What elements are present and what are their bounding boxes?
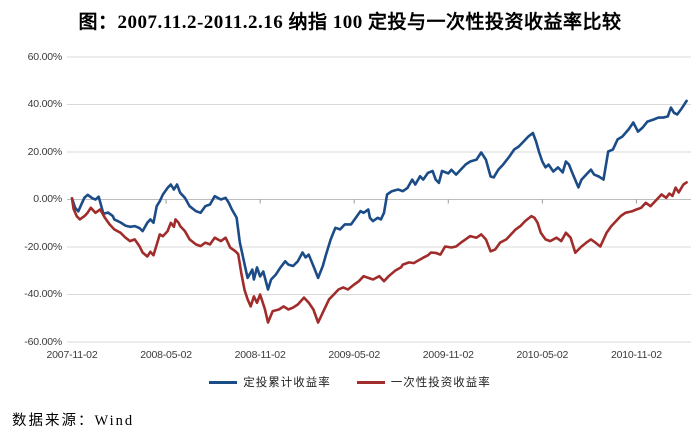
series-line-lumpsum <box>70 181 688 324</box>
y-tick-label: -40.00% <box>24 288 62 300</box>
x-tick-label: 2009-05-02 <box>328 349 381 361</box>
red-line-swatch-icon <box>356 380 385 384</box>
blue-line-swatch-icon <box>209 380 238 384</box>
legend-label-dca: 定投累计收益率 <box>243 377 331 389</box>
x-tick-label: 2010-05-02 <box>516 349 569 361</box>
y-tick-label: -60.00% <box>24 335 62 348</box>
y-tick-label: -20.00% <box>24 240 62 253</box>
y-tick-label: 40.00% <box>27 98 63 110</box>
legend-item-dca: 定投累计收益率 <box>209 374 331 390</box>
y-tick-label: 20.00% <box>27 145 63 158</box>
legend-item-lumpsum: 一次性投资收益率 <box>356 374 491 390</box>
x-tick-label: 2008-11-02 <box>234 349 286 361</box>
y-tick-label: 0.00% <box>33 193 62 205</box>
y-tick-label: 60.00% <box>27 50 63 63</box>
x-tick-label: 2007-11-02 <box>46 349 98 361</box>
legend-label-lumpsum: 一次性投资收益率 <box>390 377 491 389</box>
source-note: 数据来源：Wind <box>12 413 135 429</box>
x-tick-label: 2008-05-02 <box>140 349 192 361</box>
legend: 定投累计收益率 一次性投资收益率 <box>0 374 700 390</box>
x-tick-label: 2010-11-02 <box>610 349 662 361</box>
chart-title: 图：2007.11.2-2011.2.16 纳指 100 定投与一次性投资收益率… <box>78 12 622 33</box>
series-line-dca <box>70 99 688 291</box>
x-tick-label: 2009-11-02 <box>422 349 474 361</box>
